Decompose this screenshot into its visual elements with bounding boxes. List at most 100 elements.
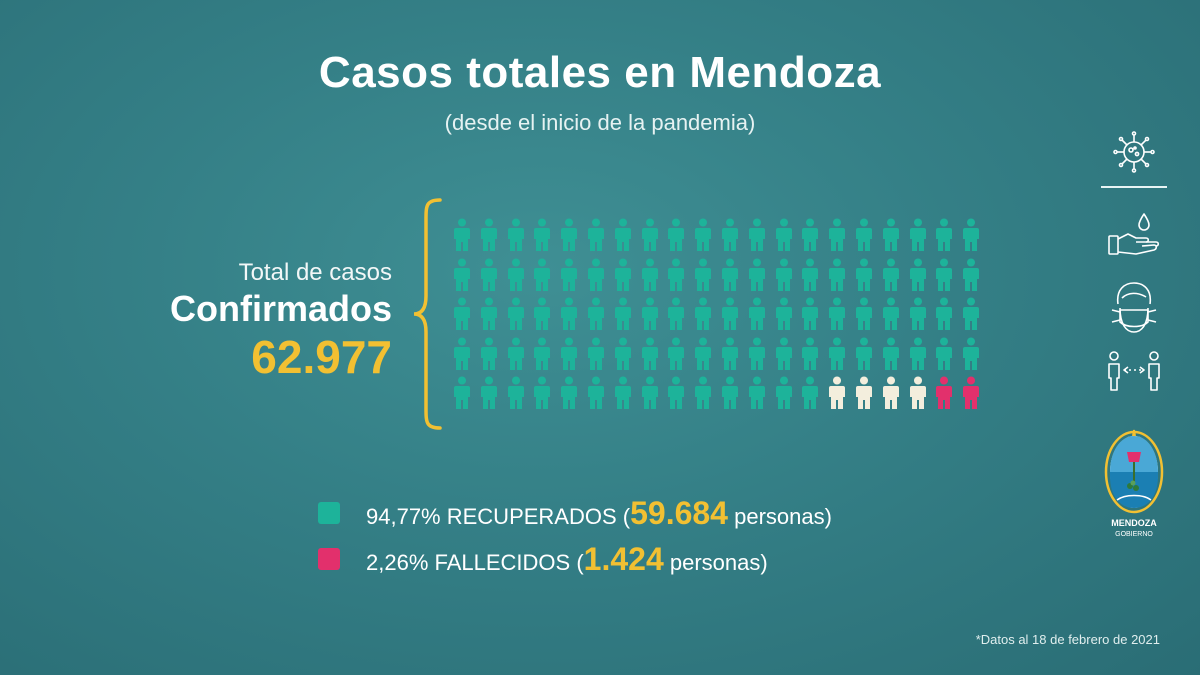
person-icon-deceased [963,376,980,409]
person-icon-recovered [829,258,846,291]
person-icon-recovered [641,297,658,330]
person-icon-recovered [668,258,685,291]
mendoza-coat-of-arms-logo [1104,429,1164,514]
person-icon-recovered [641,376,658,409]
legend: 94,77% RECUPERADOS (59.684 personas) 2,2… [318,490,832,582]
person-icon-recovered [561,376,578,409]
deceased-count: 1.424 [583,540,664,577]
person-icon-recovered [882,297,899,330]
person-icon-recovered [668,337,685,370]
person-icon-recovered [882,258,899,291]
person-icon-recovered [587,337,604,370]
person-icon-recovered [695,258,712,291]
data-date-footnote: *Datos al 18 de febrero de 2021 [975,632,1160,647]
person-icon-recovered [882,337,899,370]
prevention-sidebar: MENDOZA GOBIERNO [1100,130,1168,540]
recovered-swatch [318,502,340,524]
person-icon-recovered [454,258,470,291]
person-icon-recovered [748,337,765,370]
deceased-unit: personas) [669,549,768,575]
person-icon-recovered [534,297,551,330]
person-icon-recovered [507,297,524,330]
person-icon-recovered [829,218,846,251]
legend-item-deceased: 2,26% FALLECIDOS (1.424 personas) [318,536,832,582]
person-icon-recovered [454,337,470,370]
person-icon-recovered [507,376,524,409]
person-icon-other [909,376,926,409]
sidebar-divider [1101,186,1167,188]
person-icon-recovered [668,297,685,330]
person-icon-recovered [534,337,551,370]
person-icon-recovered [695,218,712,251]
person-icon-recovered [614,218,631,251]
virus-icon [1113,131,1155,173]
person-icon-recovered [855,218,872,251]
person-icon-recovered [748,297,765,330]
person-icon-recovered [507,218,524,251]
person-icon-recovered [936,258,953,291]
person-icon-deceased [936,376,953,409]
person-icon-recovered [534,258,551,291]
person-icon-recovered [802,258,819,291]
face-mask-icon [1111,282,1157,333]
person-icon-recovered [748,258,765,291]
recovered-percent-label: 94,77% RECUPERADOS ( [366,503,631,529]
person-icon-recovered [775,297,792,330]
person-icon-recovered [775,218,792,251]
person-icon-recovered [561,297,578,330]
person-icon-recovered [829,297,846,330]
person-icon-recovered [721,297,738,330]
person-icon-recovered [855,258,872,291]
person-icon-recovered [802,218,819,251]
page-subtitle: (desde el inicio de la pandemia) [444,110,756,135]
person-icon-recovered [454,297,470,330]
person-icon-recovered [802,337,819,370]
deceased-swatch [318,548,340,570]
person-icon-recovered [748,376,765,409]
person-icon-other [855,376,872,409]
person-icon-recovered [587,376,604,409]
social-distance-icon [1108,351,1160,391]
person-icon-recovered [882,218,899,251]
person-icon-recovered [802,376,819,409]
person-icon-recovered [480,297,497,330]
person-icon-recovered [909,258,926,291]
person-icon-recovered [721,376,738,409]
person-icon-recovered [587,218,604,251]
confirmed-label: Confirmados [169,288,392,329]
legend-item-recovered: 94,77% RECUPERADOS (59.684 personas) [318,490,832,536]
person-icon-recovered [963,218,980,251]
person-icon-recovered [641,218,658,251]
person-icon-recovered [909,337,926,370]
page-title: Casos totales en Mendoza [318,48,882,97]
person-icon-recovered [534,218,551,251]
person-icon-recovered [748,218,765,251]
person-icon-recovered [587,297,604,330]
person-icon-recovered [721,258,738,291]
curly-brace-icon [413,198,442,430]
person-icon-recovered [641,258,658,291]
person-icon-recovered [802,297,819,330]
person-icon-recovered [614,297,631,330]
person-icon-recovered [855,337,872,370]
person-icon-recovered [695,337,712,370]
person-icon-other [882,376,899,409]
person-icon-other [829,376,846,409]
person-icon-recovered [614,337,631,370]
person-icon-recovered [695,376,712,409]
person-icon-recovered [721,337,738,370]
person-icon-recovered [480,218,497,251]
person-icon-recovered [454,376,470,409]
confirmed-total-value: 62.977 [251,331,392,383]
hand-washing-icon [1108,213,1160,255]
person-icon-recovered [641,337,658,370]
person-icon-recovered [936,337,953,370]
person-icon-recovered [561,337,578,370]
person-icon-recovered [534,376,551,409]
person-icon-recovered [507,258,524,291]
person-icon-recovered [480,376,497,409]
recovered-unit: personas) [734,503,832,529]
person-icon-recovered [909,218,926,251]
person-icon-recovered [587,258,604,291]
person-icon-recovered [855,297,872,330]
